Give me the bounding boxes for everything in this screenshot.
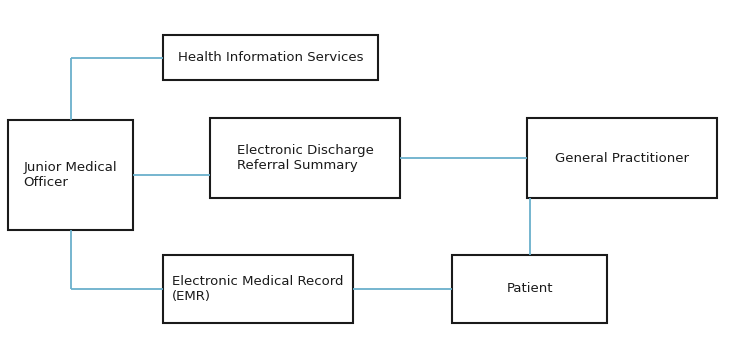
- FancyBboxPatch shape: [163, 35, 378, 80]
- Text: Patient: Patient: [507, 283, 553, 296]
- Text: Junior Medical
Officer: Junior Medical Officer: [23, 161, 117, 189]
- FancyBboxPatch shape: [8, 120, 133, 230]
- Text: Health Information Services: Health Information Services: [178, 51, 363, 64]
- FancyBboxPatch shape: [210, 118, 400, 198]
- FancyBboxPatch shape: [527, 118, 717, 198]
- FancyBboxPatch shape: [163, 255, 353, 323]
- Text: Electronic Discharge
Referral Summary: Electronic Discharge Referral Summary: [236, 144, 373, 172]
- Text: General Practitioner: General Practitioner: [555, 152, 689, 165]
- FancyBboxPatch shape: [452, 255, 607, 323]
- Text: Electronic Medical Record
(EMR): Electronic Medical Record (EMR): [172, 275, 344, 303]
